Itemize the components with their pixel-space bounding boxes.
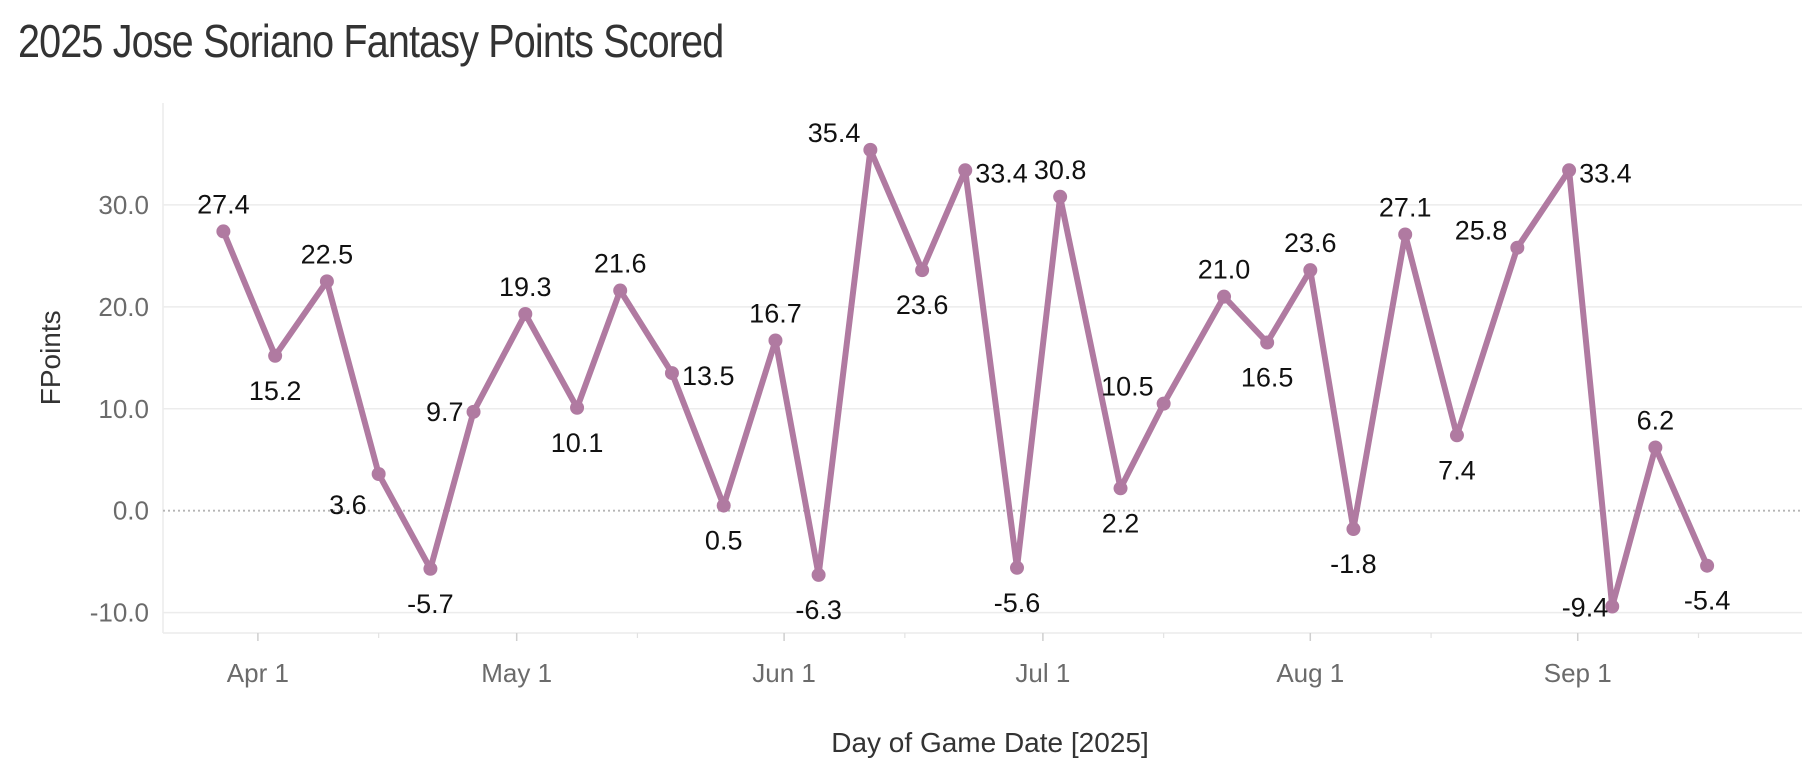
data-point: [863, 142, 878, 157]
data-point: [958, 163, 973, 178]
data-point: [1562, 163, 1577, 178]
data-label: 27.1: [1379, 192, 1432, 222]
data-point: [915, 263, 930, 278]
data-label: 16.7: [749, 298, 802, 328]
data-point: [319, 274, 334, 289]
gridlines: [162, 103, 1802, 634]
data-label: 7.4: [1438, 455, 1476, 485]
data-label: -5.6: [994, 588, 1041, 618]
data-label: 10.5: [1101, 372, 1154, 402]
data-label: -5.7: [407, 589, 454, 619]
chart-title: 2025 Jose Soriano Fantasy Points Scored: [18, 15, 724, 67]
data-point: [518, 306, 533, 321]
x-tick-label: Apr 1: [227, 658, 289, 688]
data-point: [1346, 522, 1361, 537]
data-label: -9.4: [1562, 593, 1609, 623]
data-point: [1449, 428, 1464, 443]
data-label: -6.3: [795, 595, 842, 625]
y-tick-label: -10.0: [90, 598, 149, 628]
x-tick-label: Aug 1: [1276, 658, 1344, 688]
data-label: 30.8: [1034, 155, 1087, 185]
x-tick-label: Jun 1: [752, 658, 816, 688]
data-point: [1648, 440, 1663, 455]
data-label: 10.1: [551, 428, 604, 458]
data-point: [371, 467, 386, 481]
data-point: [811, 567, 826, 582]
data-label: -5.4: [1684, 586, 1731, 616]
data-point: [1113, 481, 1128, 496]
data-label: 23.6: [1284, 228, 1337, 258]
data-point: [423, 561, 438, 576]
data-label: 35.4: [808, 118, 861, 148]
data-label: 6.2: [1637, 406, 1675, 436]
data-label: 22.5: [301, 239, 354, 269]
data-label: 0.5: [705, 526, 743, 556]
data-point: [216, 224, 231, 239]
y-tick-label: 20.0: [98, 292, 149, 322]
data-points: [216, 142, 1715, 614]
data-label: 33.4: [975, 158, 1028, 188]
data-point: [1217, 289, 1232, 304]
data-point: [613, 283, 628, 298]
data-point: [1398, 227, 1413, 242]
data-point: [268, 348, 283, 363]
y-tick-label: 10.0: [98, 394, 149, 424]
data-label: 15.2: [249, 376, 302, 406]
x-axis-title: Day of Game Date [2025]: [831, 727, 1149, 758]
data-point: [466, 404, 481, 419]
data-point: [570, 400, 585, 415]
data-point: [1053, 189, 1068, 204]
data-label: 13.5: [682, 361, 735, 391]
data-label: 21.6: [594, 249, 647, 279]
data-point: [1010, 560, 1025, 575]
data-label: 21.0: [1198, 255, 1251, 285]
x-tick-label: Jul 1: [1015, 658, 1070, 688]
data-point: [1510, 240, 1525, 255]
data-point: [1260, 335, 1275, 350]
data-label: 25.8: [1455, 216, 1508, 246]
axes: -10.0 0.0 10.0 20.0 30.0 Apr 1 May 1 Jun 1 Jul 1…: [35, 190, 1700, 758]
y-tick-label: 0.0: [113, 496, 149, 526]
data-label: 23.6: [896, 290, 949, 320]
data-point: [1700, 558, 1715, 573]
data-label: 2.2: [1102, 508, 1140, 538]
data-label: 27.4: [197, 189, 250, 219]
x-tick-label: May 1: [481, 658, 552, 688]
y-axis-title: FPoints: [35, 310, 66, 405]
data-point: [1605, 599, 1620, 614]
data-labels: 27.4 15.2 22.5 3.6 -5.7 9.7 19.3 10.1 21.6 13.5 0.…: [197, 118, 1730, 625]
data-point: [1156, 396, 1171, 411]
data-label: 16.5: [1241, 363, 1294, 393]
data-point: [1303, 263, 1318, 278]
data-label: 33.4: [1579, 158, 1632, 188]
y-tick-label: 30.0: [98, 190, 149, 220]
data-point: [716, 498, 731, 513]
data-label: 3.6: [329, 490, 367, 520]
data-label: 19.3: [499, 272, 552, 302]
data-point: [664, 366, 679, 381]
x-tick-label: Sep 1: [1544, 658, 1612, 688]
data-label: -1.8: [1330, 549, 1377, 579]
data-point: [768, 333, 783, 348]
data-label: 9.7: [426, 397, 464, 427]
